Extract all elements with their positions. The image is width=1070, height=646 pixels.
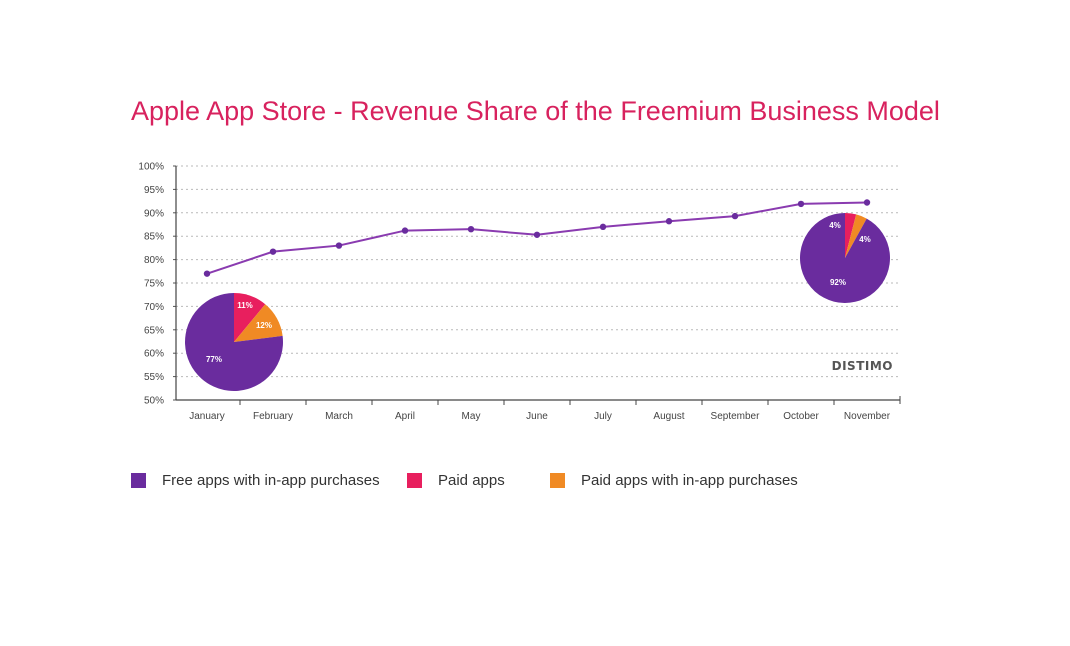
y-tick-label: 90% [144,208,164,219]
x-tick-label: March [325,411,353,422]
y-tick-label: 60% [144,349,164,360]
pie-label: 77% [206,355,222,364]
chart-title: Apple App Store - Revenue Share of the F… [131,96,940,126]
data-point [335,242,343,249]
y-tick-label: 70% [144,302,164,313]
legend-item-paid-iap: Paid apps with in-app purchases [550,472,798,489]
x-tick-label: June [526,411,548,422]
x-tick-label: February [253,411,293,422]
pie-slice-paid-iap [234,304,283,342]
y-tick-label: 50% [144,396,164,407]
data-point [401,227,409,234]
data-point [269,248,277,255]
y-tick-label: 85% [144,232,164,243]
x-tick-label: April [395,411,415,422]
pie-label: 12% [256,321,272,330]
y-tick-label: 100% [138,162,164,173]
x-tick-label: July [594,411,612,422]
pie-label: 4% [859,235,871,244]
x-tick-label: January [189,411,225,422]
pie-label: 92% [830,278,846,287]
data-point [599,223,607,231]
legend-label-paid: Paid apps [438,472,505,489]
legend-swatch-paid [407,473,422,488]
pie-label: 11% [237,301,253,310]
y-tick-label: 55% [144,372,164,383]
data-point [797,200,805,208]
pie-slice-free-iap [184,293,283,392]
pie-slice-paid-iap [845,214,867,258]
y-tick-label: 65% [144,325,164,336]
legend-label-free-iap: Free apps with in-app purchases [162,472,380,489]
data-point [467,225,475,233]
x-tick-label: November [844,411,891,422]
data-point [203,270,211,277]
watermark-logo: DISTIMO [832,359,893,373]
pie-slice-paid [234,293,266,342]
data-point [533,231,541,238]
x-tick-label: October [783,411,819,422]
legend-item-paid: Paid apps [407,472,505,489]
y-tick-label: 95% [144,185,164,196]
data-point [863,199,871,206]
x-tick-label: September [711,411,761,422]
x-tick-label: August [653,411,684,422]
y-tick-label: 75% [144,279,164,290]
legend-swatch-free-iap [131,473,146,488]
data-point [731,212,739,220]
legend-swatch-paid-iap [550,473,565,488]
pie-slice-free-iap [799,213,890,303]
legend-item-free-iap: Free apps with in-app purchases [131,472,380,489]
legend-label-paid-iap: Paid apps with in-app purchases [581,472,798,489]
pie-label: 4% [829,221,841,230]
data-point [665,218,673,225]
x-tick-label: May [462,411,481,422]
y-tick-label: 80% [144,255,164,266]
pie-slice-paid [845,213,857,258]
